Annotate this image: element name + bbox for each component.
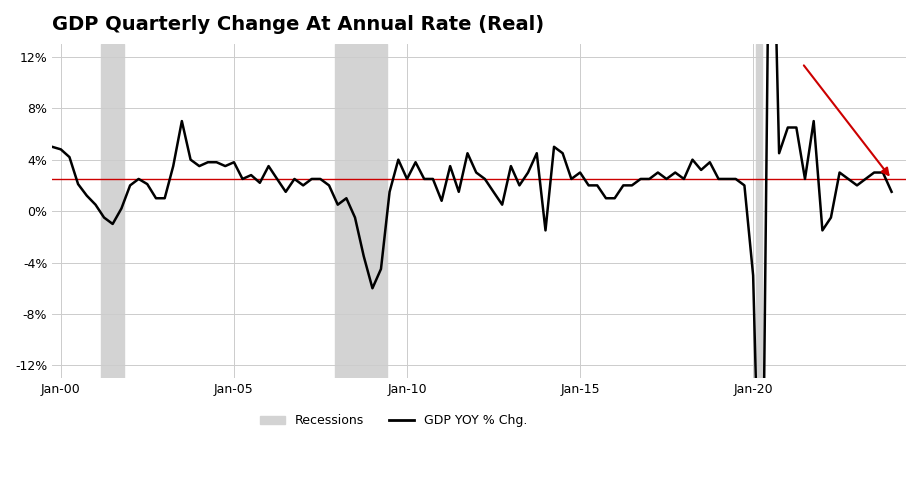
Text: GDP Quarterly Change At Annual Rate (Real): GDP Quarterly Change At Annual Rate (Rea…: [52, 15, 544, 34]
Bar: [101, 44, 124, 378]
Bar: [335, 44, 387, 378]
Bar: [756, 44, 762, 378]
Legend: Recessions, GDP YOY % Chg.: Recessions, GDP YOY % Chg.: [255, 409, 532, 432]
